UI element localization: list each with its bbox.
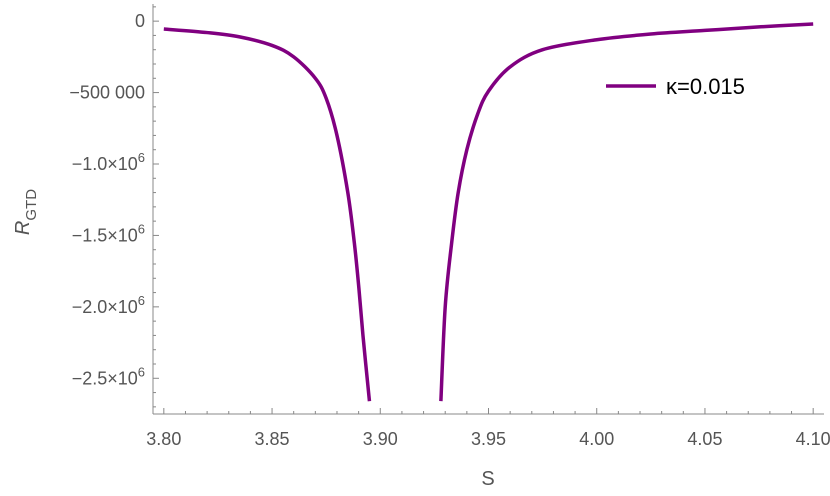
x-tick-label: 3.80 (146, 429, 181, 449)
x-tick-label: 4.00 (579, 429, 614, 449)
series-line (439, 22, 814, 402)
y-tick-label: −2.5×106 (72, 364, 145, 388)
series-line (163, 27, 372, 402)
x-axis-title: S (481, 468, 494, 490)
x-ticks: 3.80 3.85 3.90 3.95 4.00 4.05 4.10 (146, 408, 830, 449)
legend: κ=0.015 (606, 74, 745, 99)
y-axis-title-sub: GTD (23, 189, 40, 221)
legend-label: κ=0.015 (666, 74, 745, 99)
y-tick-label: −1.5×106 (72, 221, 145, 245)
y-tick-label: −2.0×106 (72, 293, 145, 317)
x-tick-label: 3.90 (363, 429, 398, 449)
x-tick-label: 3.95 (471, 429, 506, 449)
y-tick-label: −500 000 (69, 83, 145, 103)
x-tick-label: 3.85 (255, 429, 290, 449)
x-tick-label: 4.05 (687, 429, 722, 449)
y-tick-label: −1.0×106 (72, 150, 145, 174)
y-ticks: 0 −500 000 −1.0×106 −1.5×106 −2.0×106 −2.5×10… (69, 6, 159, 408)
y-axis-title-main: R (12, 221, 34, 235)
y-axis-title: RGTD (12, 189, 40, 235)
series-layer (163, 22, 814, 402)
y-tick-label: 0 (135, 11, 145, 31)
x-tick-label: 4.10 (796, 429, 830, 449)
